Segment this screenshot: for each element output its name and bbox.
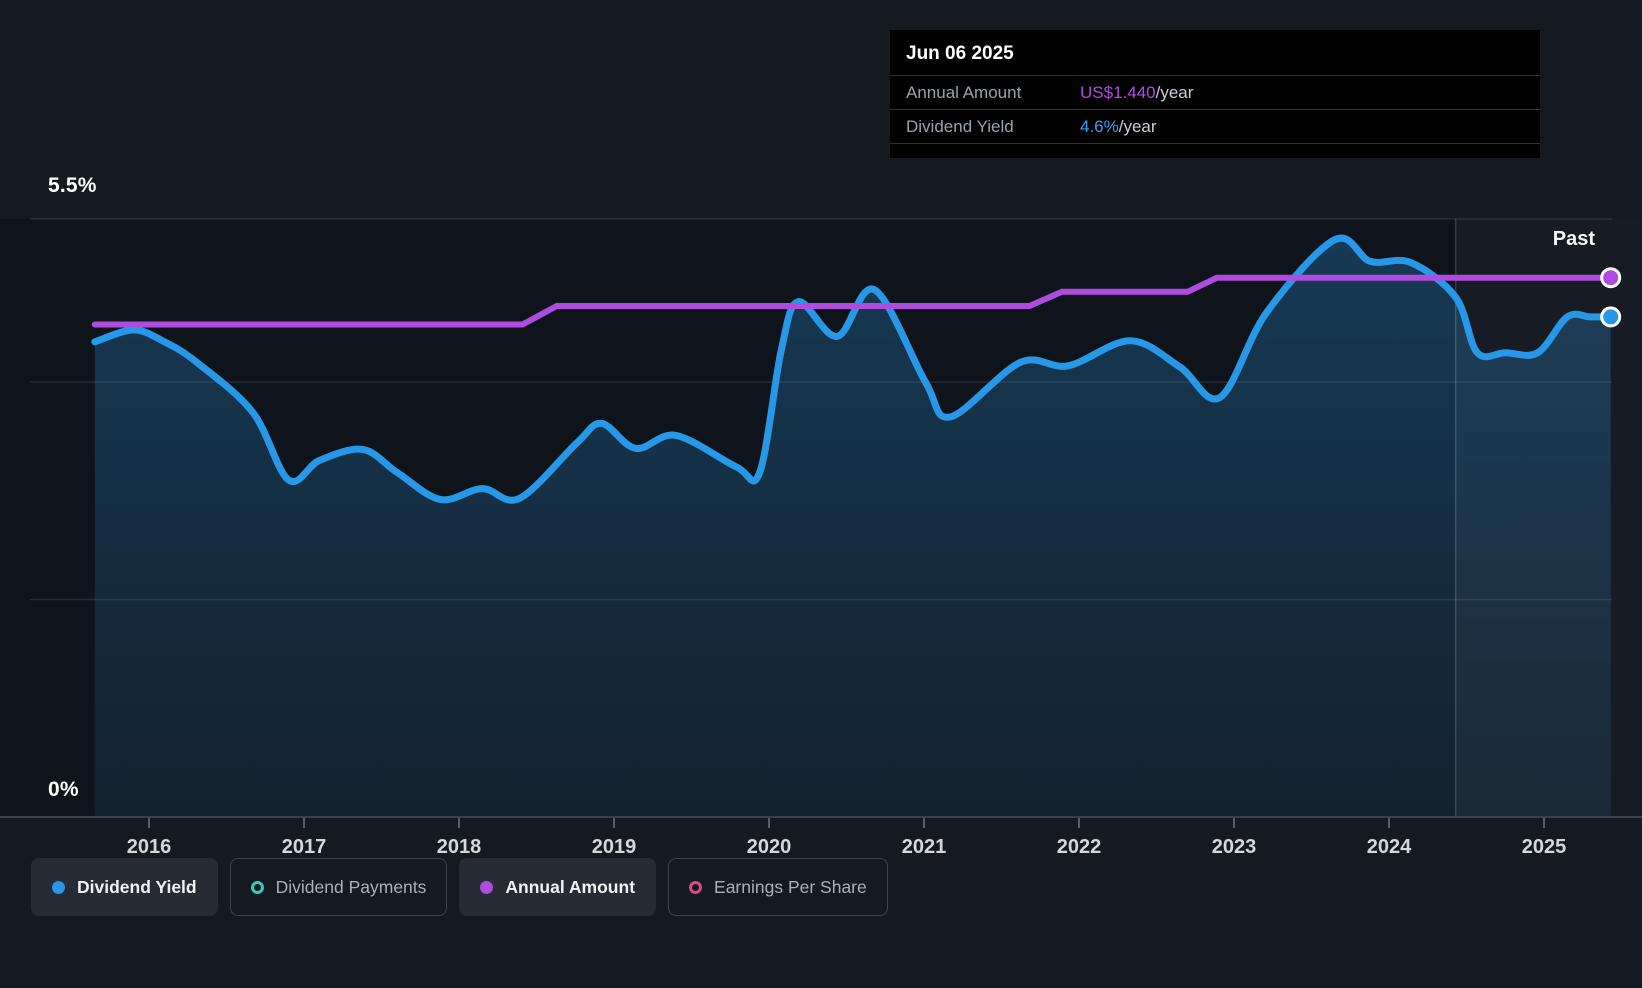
- x-axis: 2016 2017 2018 2019 2020 2021 2022 2023 2024 2025: [0, 816, 1642, 858]
- legend-item-label: Annual Amount: [505, 876, 636, 897]
- x-axis-year-label: 2017: [282, 836, 327, 858]
- legend-item-dividend-yield[interactable]: Dividend Yield: [31, 858, 218, 916]
- annual-amount-dot-icon: [480, 880, 494, 894]
- x-axis-year-label: 2016: [127, 836, 172, 858]
- chart-legend: Dividend Yield Dividend Payments Annual Am…: [31, 858, 888, 916]
- dividend-yield-endpoint-marker: [1600, 306, 1622, 328]
- series-end-markers: [1600, 267, 1622, 328]
- tooltip-rows: Annual Amount US$1.440/year Dividend Yield…: [890, 75, 1540, 144]
- x-axis-year-label: 2024: [1367, 836, 1412, 858]
- tooltip-row-dividend-yield: Dividend Yield 4.6%/year: [890, 109, 1540, 144]
- tooltip-row-suffix: /year: [1155, 82, 1194, 102]
- tooltip-row-label: Dividend Yield: [906, 116, 1014, 136]
- dividend-yield-dot-icon: [52, 880, 65, 894]
- x-axis-year-label: 2019: [592, 836, 637, 858]
- tooltip-date: Jun 06 2025: [906, 43, 1014, 64]
- legend-item-label: Dividend Payments: [275, 876, 427, 897]
- series-lines: [91, 234, 1615, 504]
- tooltip-row-label: Annual Amount: [906, 82, 1022, 102]
- x-axis-year-label: 2018: [437, 836, 482, 858]
- legend-item-label: Earnings Per Share: [714, 876, 867, 897]
- dividend-yield-line: [91, 234, 1615, 504]
- annual-amount-endpoint-marker: [1600, 267, 1622, 289]
- annual-amount-line: [91, 274, 1614, 328]
- past-region-label: Past: [1552, 228, 1595, 250]
- earnings-per-share-ring-icon: [689, 880, 703, 894]
- legend-item-annual-amount[interactable]: Annual Amount: [459, 858, 657, 916]
- tooltip-row-value: 4.6%: [1080, 116, 1119, 136]
- x-axis-year-label: 2022: [1057, 836, 1102, 858]
- tooltip-row-value: US$1.440: [1080, 82, 1156, 102]
- legend-item-dividend-payments[interactable]: Dividend Payments: [229, 858, 448, 916]
- chart-tooltip: Jun 06 2025 Annual Amount US$1.440/year Di…: [890, 30, 1540, 158]
- legend-item-label: Dividend Yield: [77, 876, 197, 897]
- x-axis-year-label: 2023: [1212, 836, 1257, 858]
- x-axis-year-label: 2020: [747, 836, 792, 858]
- legend-item-earnings-per-share[interactable]: Earnings Per Share: [668, 858, 888, 916]
- x-axis-year-label: 2025: [1522, 836, 1567, 858]
- dividend-payments-ring-icon: [250, 880, 264, 894]
- y-axis-zero-label: 0%: [48, 778, 79, 801]
- x-axis-year-label: 2021: [902, 836, 947, 858]
- y-axis-max-label: 5.5%: [48, 174, 97, 197]
- tooltip-row-annual-amount: Annual Amount US$1.440/year: [890, 75, 1540, 109]
- tooltip-row-suffix: /year: [1118, 116, 1157, 136]
